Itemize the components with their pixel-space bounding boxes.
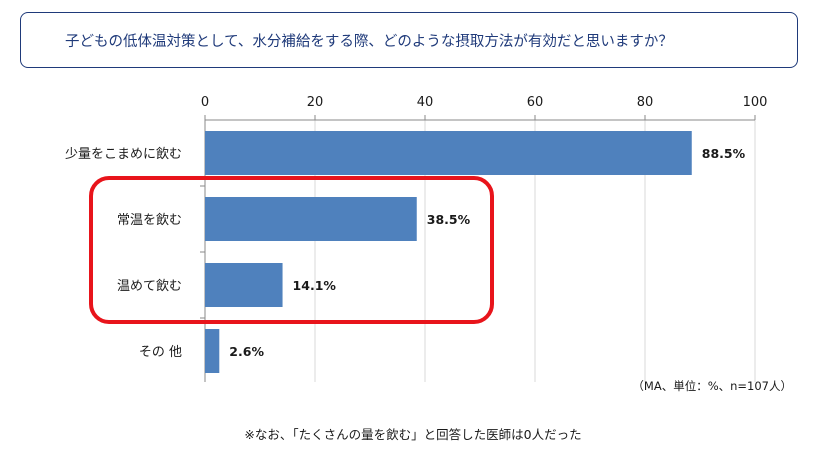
survey-note: （MA、単位：%、n=107人） bbox=[632, 379, 792, 393]
category-label: 少量をこまめに飲む bbox=[65, 146, 182, 162]
bar bbox=[205, 329, 220, 373]
bar bbox=[205, 131, 692, 175]
data-label: 88.5% bbox=[702, 146, 746, 161]
chart-title: 子どもの低体温対策として、水分補給をする際、どのような摂取方法が有効だと思います… bbox=[65, 33, 673, 50]
category-label: 温めて飲む bbox=[117, 278, 182, 294]
footnote: ※なお、「たくさんの量を飲む」と回答した医師は0人だった bbox=[244, 427, 582, 442]
data-label: 14.1% bbox=[293, 278, 337, 293]
x-tick-label: 40 bbox=[417, 95, 434, 110]
category-label: その 他 bbox=[139, 345, 182, 360]
bar bbox=[205, 197, 417, 241]
x-tick-label: 0 bbox=[201, 95, 209, 110]
category-label: 常温を飲む bbox=[117, 212, 182, 228]
highlight-box bbox=[89, 176, 494, 324]
x-tick-label: 60 bbox=[527, 95, 544, 110]
question-title-box: 子どもの低体温対策として、水分補給をする際、どのような摂取方法が有効だと思います… bbox=[20, 12, 798, 68]
x-tick-label: 20 bbox=[307, 95, 324, 110]
data-label: 38.5% bbox=[427, 212, 471, 227]
data-label: 2.6% bbox=[229, 344, 264, 359]
bar bbox=[205, 263, 283, 307]
x-tick-label: 80 bbox=[637, 95, 654, 110]
x-tick-label: 100 bbox=[743, 95, 768, 110]
